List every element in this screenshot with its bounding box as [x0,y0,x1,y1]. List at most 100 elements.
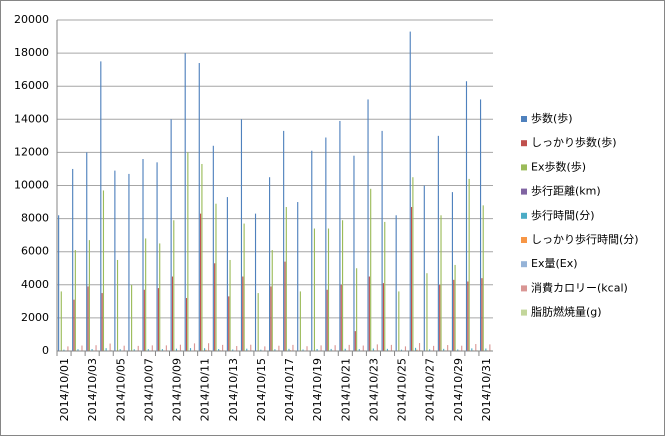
bar [189,348,192,351]
bar [398,291,400,351]
legend-label: 脂肪燃焼量(g) [531,305,602,319]
bar [226,197,228,351]
y-tick-label: 14000 [14,112,49,125]
x-tick-label: 2014/10/25 [396,358,409,421]
y-tick-label: 2000 [21,311,49,324]
bar [198,63,200,351]
bar [485,348,487,351]
bar [243,223,245,351]
x-tick-label: 2014/10/03 [86,358,99,421]
bar [179,344,181,351]
bar [157,288,159,351]
bar [278,345,280,351]
bar [454,264,456,351]
bar [147,349,149,351]
bar [353,155,355,351]
bar [376,344,378,351]
bar [299,291,301,351]
legend-swatch [521,237,527,243]
bar [100,61,102,351]
bar [218,349,220,351]
bar [72,168,74,351]
bar [410,207,413,351]
y-tick-label: 0 [42,344,49,357]
bar [325,137,327,351]
bar [313,228,316,351]
legend-swatch [521,309,527,316]
bar [479,99,482,351]
legend-swatch [521,212,527,219]
bar [109,343,111,351]
bar [426,273,428,351]
bar [105,348,107,351]
bar [260,349,262,351]
bar [123,345,125,351]
bar [489,344,491,351]
bar [416,349,418,351]
legend-label: Ex量(Ex) [531,257,578,270]
bar [131,284,133,351]
bar [339,120,341,351]
bar [465,81,468,352]
bar [222,344,224,351]
x-tick-label: 2014/10/01 [58,358,71,421]
bar [342,220,344,351]
bar [423,185,425,351]
bar [447,345,449,351]
bar [320,345,322,351]
bar [354,331,356,351]
bar [370,188,372,351]
bar [368,276,370,351]
y-tick-label: 6000 [21,245,49,258]
bar [306,346,308,351]
bar [171,276,174,351]
bar [142,159,144,351]
bar [471,348,473,351]
bar [58,215,60,351]
bar [63,349,65,351]
bar [386,348,388,351]
bar [356,268,358,351]
bar [60,291,62,351]
bar [284,261,286,351]
bar [161,349,163,351]
bar [437,135,439,351]
bar [311,150,313,351]
legend-swatch [521,188,527,195]
bar [165,345,167,351]
y-tick-label: 16000 [14,79,49,92]
y-tick-label: 20000 [14,13,49,26]
bar [326,289,328,351]
bar [439,284,441,351]
bar [159,243,161,351]
bar [73,299,75,351]
bar [327,228,330,351]
bar [240,119,243,351]
bar [292,344,294,351]
y-tick-label: 8000 [21,212,49,225]
legend-label: 消費カロリー(kcal) [531,280,628,294]
bar [143,289,145,351]
bar [205,349,207,351]
bar [453,279,455,351]
bar [340,284,342,351]
bar [207,343,210,351]
legend-swatch [521,261,527,268]
legend-swatch [521,116,527,122]
bar [330,348,332,351]
x-tick-label: 2014/10/07 [142,358,155,421]
bar [269,177,271,351]
bar [101,293,103,351]
bar [395,215,397,351]
bar [173,220,175,351]
legend-swatch [521,140,527,147]
bar [119,349,121,351]
bar [116,259,119,351]
bar [429,349,431,351]
x-tick-label: 2014/10/31 [480,358,493,421]
bar [102,190,105,351]
bar [250,344,252,351]
bar [87,286,89,351]
legend-label: 歩行距離(km) [531,184,601,198]
